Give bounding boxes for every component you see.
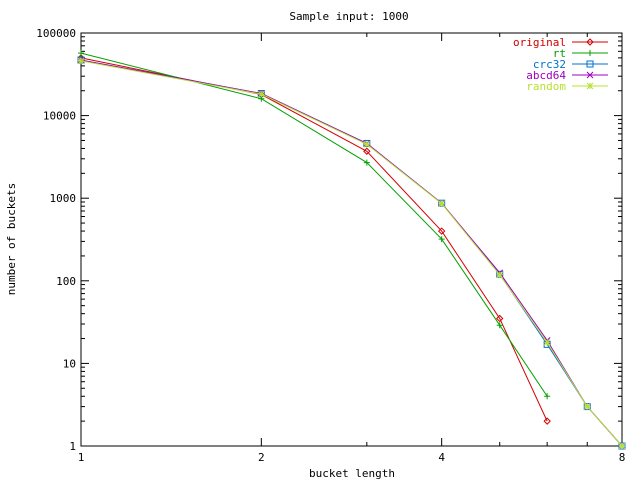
chart-title: Sample input: 1000	[289, 10, 408, 23]
legend-item-crc32: crc32	[533, 58, 608, 71]
y-tick-label: 100000	[36, 27, 76, 40]
data-point	[437, 227, 446, 235]
series-line	[80, 57, 548, 422]
plot-frame	[80, 32, 623, 447]
series-line	[80, 52, 548, 397]
series-line	[80, 59, 623, 447]
data-point	[257, 90, 265, 98]
y-tick-label: 100	[56, 275, 76, 288]
data-point	[438, 236, 445, 243]
series-line	[80, 60, 623, 447]
data-point	[496, 271, 504, 279]
x-tick-label: 4	[438, 451, 445, 464]
series-random	[77, 57, 626, 450]
data-point	[583, 403, 591, 410]
y-tick-label: 10000	[43, 110, 76, 123]
data-point	[496, 322, 503, 329]
legend-item-random: random	[526, 80, 608, 93]
legend-label: abcd64	[526, 69, 566, 82]
data-point	[438, 200, 446, 207]
legend-label: crc32	[533, 58, 566, 71]
legend-label: rt	[553, 47, 566, 60]
data-point	[363, 147, 371, 155]
data-point	[363, 140, 371, 148]
x-tick-label: 2	[258, 451, 265, 464]
series-rt	[78, 50, 551, 400]
x-axis-label: bucket length	[309, 467, 395, 480]
data-point	[544, 393, 551, 400]
data-point	[543, 338, 551, 346]
y-tick-label: 1	[69, 440, 76, 453]
legend-label: original	[513, 36, 566, 49]
data-point	[586, 71, 594, 79]
data-point	[496, 314, 504, 323]
y-tick-label: 1000	[50, 192, 77, 205]
data-point	[77, 57, 85, 65]
data-point	[543, 417, 551, 425]
legend-label: random	[526, 80, 566, 93]
series-line	[80, 59, 623, 447]
x-tick-label: 1	[78, 451, 85, 464]
axis-ticks: 1 10 100 1000 10000 100000 1 2 4 8	[36, 27, 625, 464]
y-axis-label: number of buckets	[5, 183, 18, 296]
legend-item-original: original	[513, 36, 608, 49]
series-original	[77, 54, 551, 425]
data-point	[587, 50, 593, 56]
data-point	[78, 50, 84, 57]
legend-item-abcd64: abcd64	[526, 69, 608, 82]
data-point	[586, 60, 594, 68]
data-point	[363, 159, 370, 166]
series-group	[77, 50, 626, 450]
x-tick-label: 8	[619, 451, 626, 464]
data-point	[586, 82, 594, 90]
legend-item-rt: rt	[553, 47, 608, 60]
data-point	[586, 38, 594, 46]
data-point	[618, 442, 626, 450]
y-tick-label: 10	[63, 357, 76, 370]
